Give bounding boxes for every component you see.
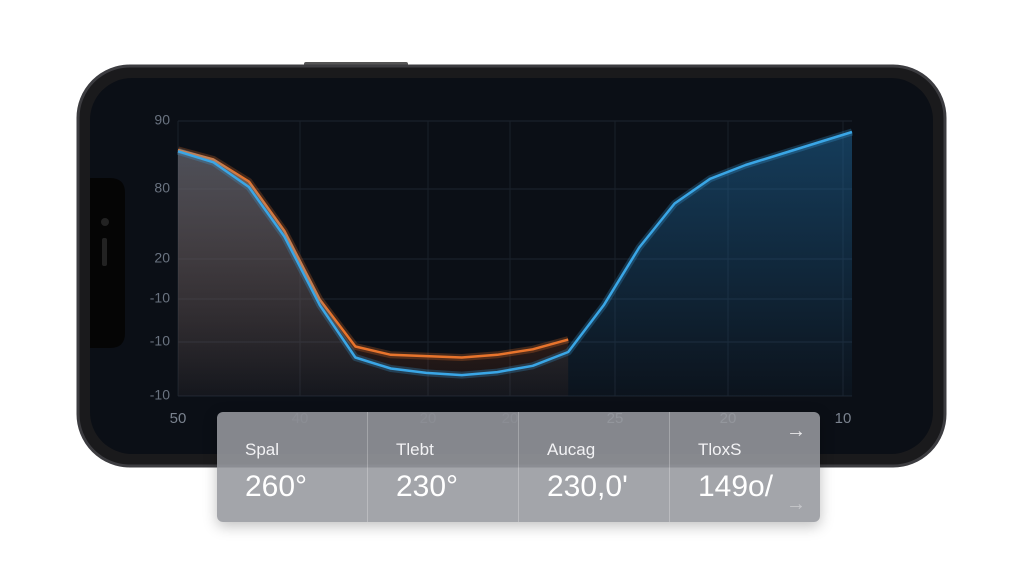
stats-panel: Spal 260° Tlebt 230° Aucag 230,0' TloxS 149o/ — [217, 412, 820, 522]
arrow-icon[interactable]: → — [786, 493, 806, 515]
data-line — [177, 148, 569, 359]
y-axis-label: 90 — [154, 112, 170, 128]
stat-cell: Aucag 230,0' — [519, 412, 670, 522]
stat-value: 230° — [396, 470, 459, 503]
stat-value: 149o/ — [698, 470, 774, 503]
stat-cell: Tlebt 230° — [368, 412, 519, 522]
stat-label: Aucag — [547, 440, 596, 459]
y-axis-label: -10 — [150, 333, 170, 349]
speaker — [102, 238, 107, 266]
y-axis-label: 80 — [154, 180, 170, 196]
stat-value: 230,0' — [547, 470, 628, 503]
stat-cell: Spal 260° — [217, 412, 368, 522]
stat-cell: TloxS 149o/ — [670, 412, 820, 522]
camera — [101, 218, 109, 226]
stat-label: Tlebt — [396, 440, 434, 459]
y-axis-label: -10 — [150, 290, 170, 306]
y-axis-label: -10 — [150, 387, 170, 403]
stat-label: Spal — [245, 440, 280, 459]
x-axis-label: 10 — [835, 410, 852, 427]
stat-value: 260° — [245, 470, 308, 503]
y-axis-label: 20 — [154, 250, 170, 266]
data-line — [177, 130, 853, 377]
camera-notch — [90, 178, 125, 348]
stat-label: TloxS — [698, 440, 742, 459]
x-axis-label: 50 — [170, 410, 187, 427]
arrow-icon[interactable]: → — [786, 420, 806, 442]
